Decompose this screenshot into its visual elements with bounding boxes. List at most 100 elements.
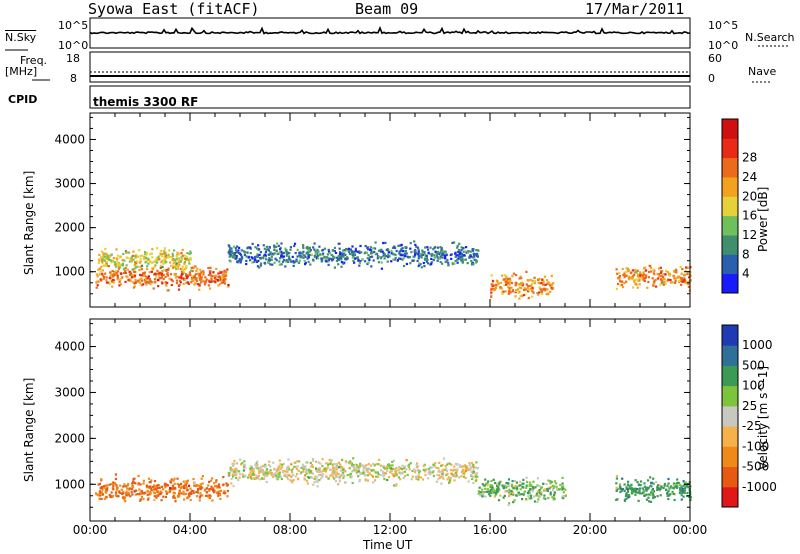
scatter-cell bbox=[198, 288, 201, 291]
scatter-cell bbox=[100, 497, 103, 500]
scatter-cell bbox=[289, 479, 292, 482]
scatter-cell bbox=[418, 262, 421, 265]
scatter-cell bbox=[464, 476, 467, 479]
scatter-cell bbox=[520, 287, 523, 290]
scatter-cell bbox=[490, 288, 493, 291]
scatter-cell bbox=[665, 488, 668, 492]
scatter-cell bbox=[508, 283, 511, 286]
scatter-cell bbox=[207, 495, 210, 498]
scatter-cell bbox=[367, 468, 370, 471]
scatter-cell bbox=[335, 465, 338, 468]
scatter-cell bbox=[232, 254, 235, 257]
scatter-cell bbox=[541, 278, 544, 281]
scatter-cell bbox=[258, 466, 261, 469]
scatter-cell bbox=[627, 275, 630, 278]
scatter-cell bbox=[157, 494, 160, 497]
scatter-cell bbox=[197, 488, 200, 492]
colorbar-swatch bbox=[722, 254, 738, 275]
scatter-cell bbox=[458, 250, 461, 254]
scatter-cell bbox=[686, 491, 689, 495]
scatter-cell bbox=[424, 468, 427, 471]
scatter-cell bbox=[333, 462, 336, 466]
scatter-cell bbox=[194, 282, 197, 285]
scatter-cell bbox=[108, 483, 111, 486]
colorbar-swatch bbox=[722, 365, 738, 387]
scatter-cell bbox=[618, 485, 622, 488]
scatter-cell bbox=[173, 477, 176, 480]
scatter-cell bbox=[267, 253, 271, 256]
scatter-cell bbox=[307, 256, 310, 259]
scatter-cell bbox=[527, 495, 530, 498]
scatter-cell bbox=[685, 266, 688, 269]
scatter-cell bbox=[132, 478, 135, 481]
scatter-cell bbox=[251, 261, 254, 264]
scatter-cell bbox=[308, 246, 311, 249]
scatter-cell bbox=[100, 265, 103, 268]
scatter-cell bbox=[167, 253, 170, 256]
scatter-cell bbox=[236, 260, 239, 263]
scatter-cell bbox=[430, 466, 433, 469]
scatter-cell bbox=[180, 482, 183, 485]
scatter-cell bbox=[314, 252, 317, 255]
scatter-cell bbox=[684, 481, 688, 484]
scatter-cell bbox=[100, 478, 103, 481]
scatter-cell bbox=[216, 279, 219, 282]
scatter-cell bbox=[226, 489, 229, 493]
scatter-cell bbox=[359, 471, 362, 474]
scatter-cell bbox=[98, 259, 101, 262]
scatter-cell bbox=[245, 263, 248, 266]
scatter-cell bbox=[293, 465, 296, 468]
scatter-cell bbox=[290, 463, 293, 466]
scatter-cell bbox=[474, 475, 477, 479]
scatter-cell bbox=[306, 482, 309, 485]
scatter-cell bbox=[471, 263, 475, 266]
scatter-cell bbox=[515, 273, 518, 277]
scatter-cell bbox=[178, 494, 181, 497]
scatter-cell bbox=[357, 470, 360, 473]
scatter-cell bbox=[266, 472, 269, 475]
scatter-cell bbox=[237, 259, 240, 262]
scatter-cell bbox=[662, 282, 665, 285]
scatter-cell bbox=[109, 271, 112, 274]
colorbar-swatch bbox=[722, 235, 738, 255]
scatter-cell bbox=[145, 275, 148, 278]
scatter-cell bbox=[352, 465, 355, 468]
scatter-cell bbox=[183, 498, 186, 501]
scatter-cell bbox=[200, 281, 203, 284]
scatter-cell bbox=[151, 485, 154, 489]
scatter-cell bbox=[124, 250, 128, 253]
scatter-cell bbox=[519, 275, 522, 278]
scatter-cell bbox=[143, 278, 146, 281]
scatter-cell bbox=[116, 278, 119, 281]
scatter-cell bbox=[239, 253, 243, 256]
scatter-cell bbox=[147, 275, 150, 278]
scatter-cell bbox=[671, 281, 674, 284]
scatter-cell bbox=[552, 498, 555, 501]
scatter-cell bbox=[103, 255, 106, 258]
scatter-cell bbox=[680, 280, 683, 283]
scatter-cell bbox=[176, 257, 179, 260]
scatter-cell bbox=[140, 277, 143, 280]
scatter-cell bbox=[216, 486, 219, 489]
scatter-cell bbox=[631, 275, 634, 278]
scatter-cell bbox=[542, 288, 545, 291]
scatter-cell bbox=[179, 276, 183, 279]
scatter-cell bbox=[626, 490, 629, 493]
scatter-cell bbox=[561, 482, 564, 485]
scatter-cell bbox=[239, 260, 242, 263]
scatter-cell bbox=[428, 469, 431, 472]
scatter-cell bbox=[188, 257, 191, 260]
scatter-cell bbox=[123, 498, 126, 501]
scatter-cell bbox=[621, 488, 625, 491]
scatter-cell bbox=[230, 247, 233, 250]
scatter-cell bbox=[634, 479, 637, 482]
scatter-cell bbox=[520, 493, 523, 496]
scatter-cell bbox=[682, 280, 686, 283]
scatter-cell bbox=[440, 464, 443, 467]
scatter-cell bbox=[332, 475, 335, 478]
scatter-cell bbox=[205, 487, 209, 490]
scatter-cell bbox=[399, 257, 402, 260]
scatter-cell bbox=[672, 484, 675, 487]
scatter-cell bbox=[437, 467, 440, 470]
scatter-cell bbox=[493, 284, 496, 287]
